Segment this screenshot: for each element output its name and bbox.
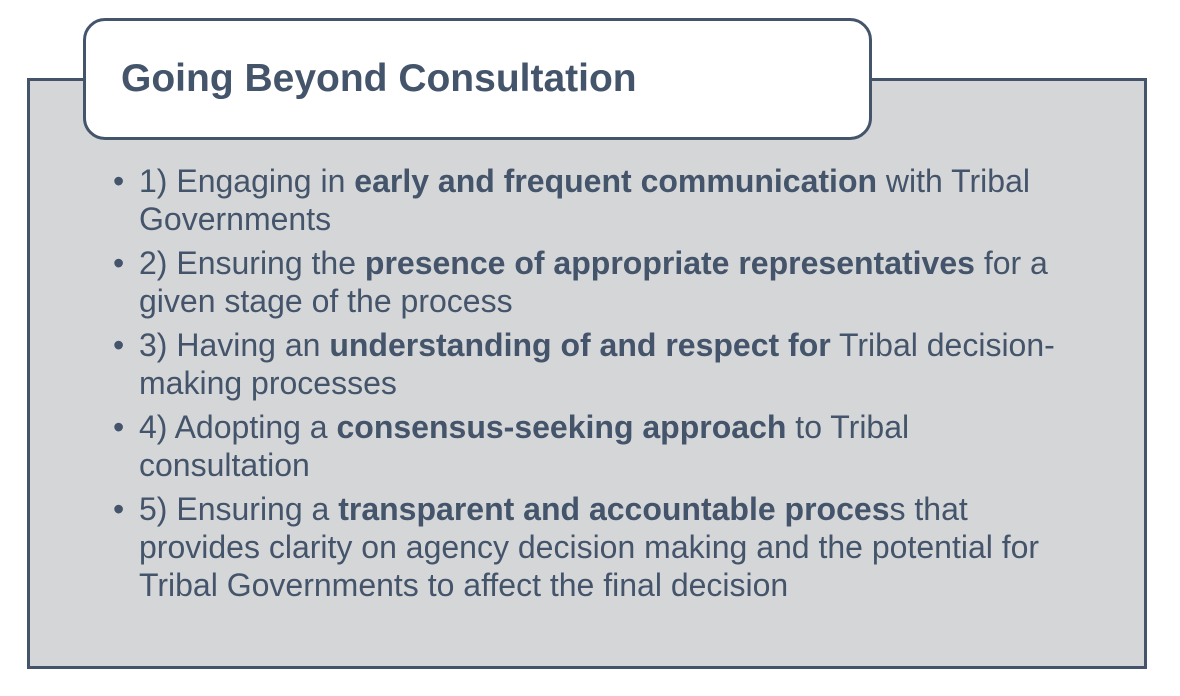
emphasis: early and frequent communication [354,163,878,199]
emphasis: consensus-seeking approach [336,409,787,445]
emphasis: presence of appropriate representatives [364,245,975,281]
bullet-dot: • [113,327,125,363]
list-item: • 5) Ensuring a transparent and accountab… [113,491,1040,603]
bullet-dot: • [113,491,125,527]
content-panel [27,78,1147,669]
page-title: Going Beyond Consultation [121,57,637,100]
list-item: • 3) Having an understanding of and respe… [113,327,1055,401]
emphasis: transparent and accountable proces [338,491,890,527]
bullet-dot: • [113,409,125,445]
list-item: • 4) Adopting a consensus-seeking approac… [113,409,910,483]
title-box: Going Beyond Consultation [83,18,872,140]
emphasis: understanding of and respect for [329,327,831,363]
bullet-dot: • [113,163,125,199]
list-item: • 2) Ensuring the presence of appropriate… [113,245,1048,319]
bullet-list: • 1) Engaging in early and frequent commu… [113,162,1073,610]
bullet-dot: • [113,245,125,281]
list-item: • 1) Engaging in early and frequent commu… [113,163,1030,237]
